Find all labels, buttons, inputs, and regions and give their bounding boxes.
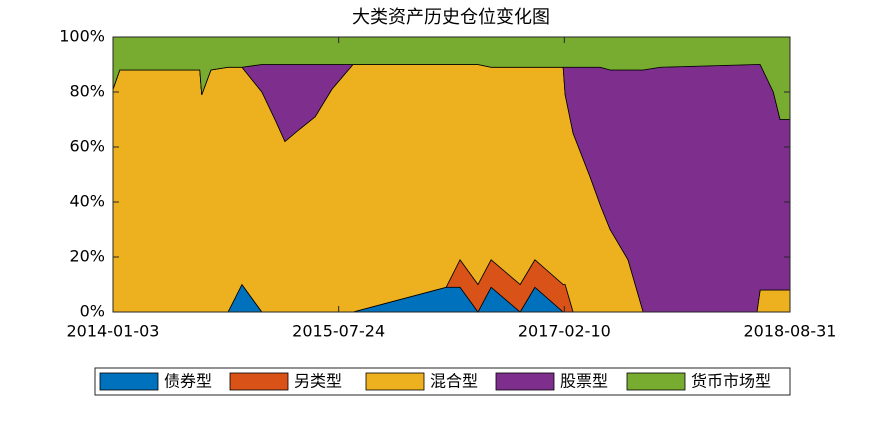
y-tick-label: 20%	[69, 247, 105, 266]
x-tick-label: 2014-01-03	[67, 322, 160, 341]
y-tick-label: 40%	[69, 192, 105, 211]
x-tick-label: 2015-07-24	[292, 322, 385, 341]
legend-label: 股票型	[560, 372, 608, 391]
y-tick-label: 80%	[69, 82, 105, 101]
legend-label: 混合型	[430, 372, 478, 391]
legend-label: 货币市场型	[691, 372, 771, 391]
y-tick-label: 60%	[69, 137, 105, 156]
legend-swatch	[495, 372, 555, 391]
legend-swatch	[229, 372, 289, 391]
legend-swatch	[365, 372, 425, 391]
x-tick-label: 2017-02-10	[518, 322, 611, 341]
y-tick-label: 100%	[59, 27, 105, 46]
y-tick-label: 0%	[80, 302, 105, 321]
x-tick-label: 2018-08-31	[744, 322, 837, 341]
legend-swatch	[99, 372, 159, 391]
chart-title: 大类资产历史仓位变化图	[352, 7, 550, 28]
legend-label: 债券型	[164, 372, 212, 391]
legend-swatch	[626, 372, 686, 391]
plot-frame	[112, 36, 791, 313]
legend-label: 另类型	[294, 372, 342, 391]
